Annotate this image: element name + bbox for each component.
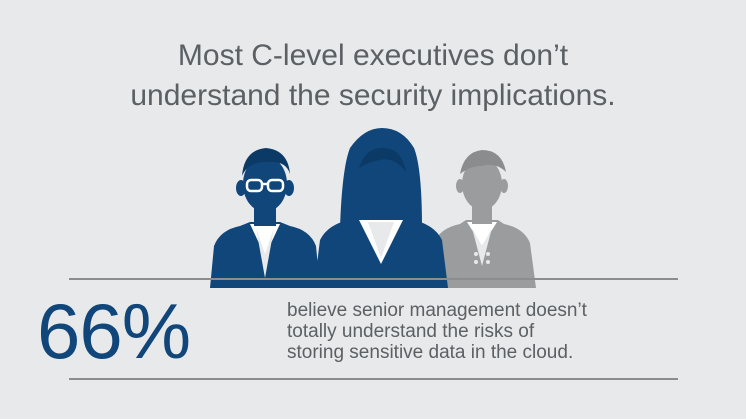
woman-figure-icon — [314, 128, 448, 288]
stat-description-line-1: believe senior management doesn’t — [287, 300, 587, 321]
executives-illustration — [210, 128, 536, 288]
top-divider — [69, 278, 678, 280]
headline-line-2: understand the security implications. — [130, 79, 616, 112]
stat-value: 66% — [37, 287, 191, 375]
man-figure-icon — [430, 150, 536, 288]
stat-description-line-2: totally understand the risks of — [287, 321, 535, 342]
stat-description-line-3: storing sensitive data in the cloud. — [287, 342, 574, 363]
headline: Most C-level executives don’t understand… — [0, 36, 746, 116]
man-with-glasses-figure-icon — [210, 148, 320, 288]
headline-line-1: Most C-level executives don’t — [177, 39, 569, 72]
bottom-divider — [69, 378, 678, 380]
stat-description: believe senior management doesn’t totall… — [287, 300, 687, 363]
